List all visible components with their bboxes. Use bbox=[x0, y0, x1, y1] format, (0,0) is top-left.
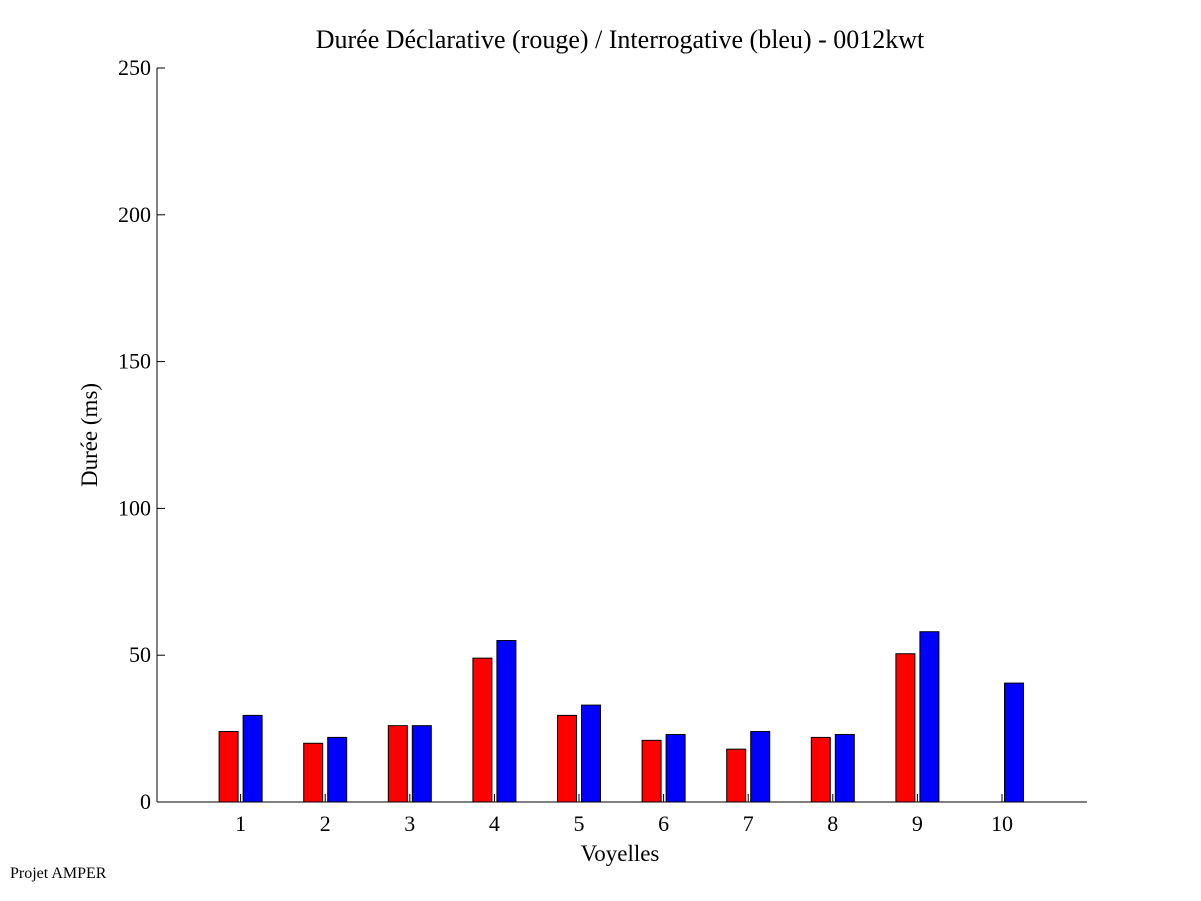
x-tick-label: 8 bbox=[827, 811, 838, 836]
footer-credit: Projet AMPER bbox=[10, 865, 107, 882]
bar-series-2-cat-8 bbox=[834, 733, 855, 803]
bar-series-2-cat-4 bbox=[496, 640, 517, 803]
bar-series-1-cat-5 bbox=[557, 714, 577, 803]
bar-series-2-cat-6 bbox=[665, 733, 686, 803]
x-tick-label: 6 bbox=[658, 811, 669, 836]
y-tick-label: 100 bbox=[118, 495, 151, 520]
bar-series-2-cat-3 bbox=[411, 725, 432, 803]
x-tick-label: 3 bbox=[404, 811, 415, 836]
bar-series-1-cat-7 bbox=[726, 748, 747, 803]
bar-series-1-cat-2 bbox=[303, 742, 324, 803]
bar-series-2-cat-10 bbox=[1004, 682, 1024, 803]
x-tick-label: 1 bbox=[235, 811, 246, 836]
x-tick-label: 7 bbox=[743, 811, 754, 836]
bar-series-2-cat-7 bbox=[750, 731, 771, 803]
x-tick-label: 5 bbox=[574, 811, 585, 836]
bar-series-1-cat-6 bbox=[641, 739, 662, 803]
y-axis-label: Durée (ms) bbox=[77, 383, 102, 487]
chart-title: Durée Déclarative (rouge) / Interrogativ… bbox=[316, 25, 925, 54]
bars-layer bbox=[218, 631, 1024, 803]
y-tick-label: 200 bbox=[118, 202, 151, 227]
bar-series-2-cat-5 bbox=[581, 704, 601, 803]
bar-series-1-cat-9 bbox=[895, 653, 916, 803]
x-tick-label: 9 bbox=[912, 811, 923, 836]
y-tick-label: 150 bbox=[118, 349, 151, 374]
y-tick-label: 250 bbox=[118, 55, 151, 80]
y-tick-label: 50 bbox=[129, 642, 151, 667]
bar-series-2-cat-2 bbox=[327, 736, 348, 803]
bar-series-1-cat-3 bbox=[387, 725, 408, 803]
x-tick-label: 2 bbox=[320, 811, 331, 836]
bar-series-1-cat-4 bbox=[472, 657, 493, 803]
x-tick-label: 4 bbox=[489, 811, 500, 836]
axes-layer: 0 50 100 150 200 250 1 2 3 4 5 6 7 8 9 10 bbox=[118, 55, 1087, 836]
x-tick-label: 10 bbox=[991, 811, 1013, 836]
y-tick-label: 0 bbox=[140, 789, 151, 814]
bar-series-2-cat-9 bbox=[919, 631, 940, 803]
bar-series-1-cat-8 bbox=[810, 736, 831, 803]
x-axis-label: Voyelles bbox=[581, 841, 660, 866]
bar-series-1-cat-1 bbox=[218, 731, 239, 803]
bar-series-2-cat-1 bbox=[242, 714, 263, 803]
